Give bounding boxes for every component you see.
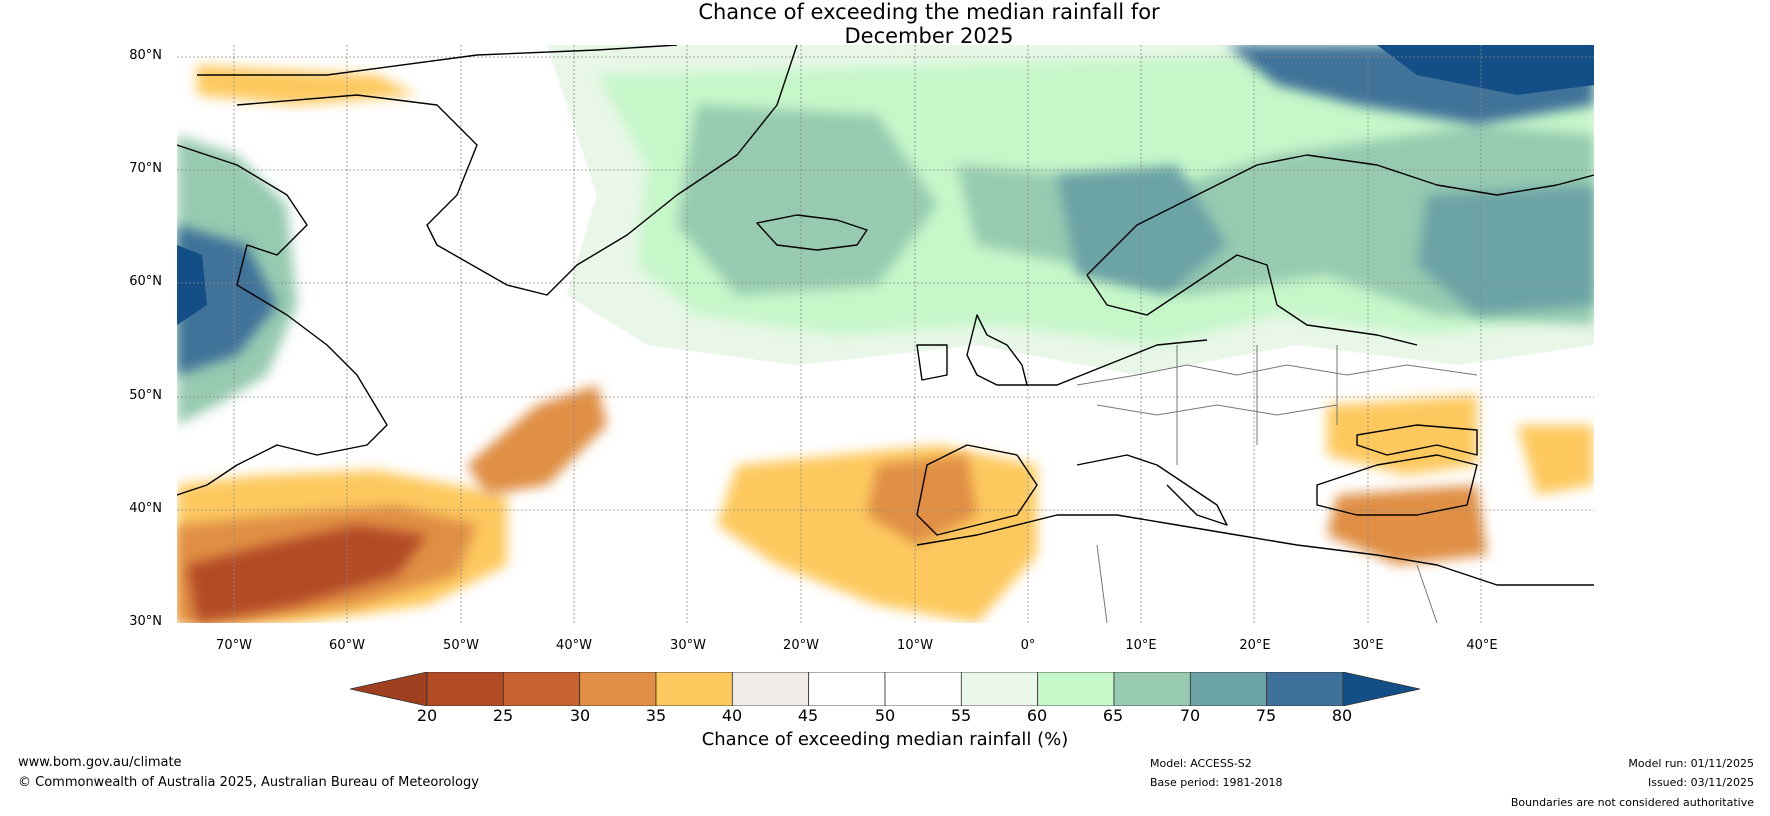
colorbar-tick-70: 70 — [1179, 706, 1201, 725]
colorbar-tick-60: 60 — [1026, 706, 1048, 725]
lon-label-30e: 30°E — [1352, 638, 1384, 653]
colorbar-tick-55: 55 — [950, 706, 972, 725]
central-europe-borders — [1076, 364, 1478, 386]
copyright-text: © Commonwealth of Australia 2025, Austra… — [18, 775, 479, 790]
colorbar-tick-45: 45 — [797, 706, 819, 725]
iberia-coast — [916, 444, 1038, 536]
colorbar-tick-50: 50 — [874, 706, 896, 725]
colorbar-segment-20 — [426, 672, 504, 706]
lon-label-40e: 40°E — [1466, 638, 1498, 653]
colorbar-tick-65: 65 — [1102, 706, 1124, 725]
wet-anomaly-regions — [177, 45, 1594, 533]
colorbar-tick-25: 25 — [492, 706, 514, 725]
lon-label-0: 0° — [1020, 638, 1036, 653]
north-africa-coast — [916, 514, 1594, 586]
labrador-wettest-core — [177, 245, 207, 325]
russia-wet-core — [1417, 185, 1594, 315]
greenland-coast — [236, 45, 798, 296]
italy-coast — [1076, 454, 1228, 526]
turkey-dry — [1327, 485, 1487, 565]
issued-date: Issued: 03/11/2025 — [1647, 776, 1754, 789]
lon-label-60w: 60°W — [329, 638, 365, 653]
arctic-wettest-core — [1377, 45, 1594, 95]
colorbar-segment-25 — [502, 672, 581, 706]
lon-label-20e: 20°E — [1239, 638, 1271, 653]
model-name: Model: ACCESS-S2 — [1150, 757, 1252, 770]
caspian-dry — [1517, 425, 1594, 495]
colorbar-segment-50 — [884, 672, 962, 706]
western-atlantic-driest — [187, 525, 427, 623]
graticule — [177, 45, 1594, 623]
lon-label-30w: 30°W — [670, 638, 706, 653]
title-line-2: December 2025 — [844, 24, 1014, 48]
colorbar-extend-high — [1342, 672, 1420, 706]
ireland-coast — [916, 344, 948, 381]
colorbar-segment-75 — [1266, 672, 1344, 706]
anatolia-coast — [1316, 454, 1478, 516]
coastlines — [177, 45, 1594, 586]
lon-label-40w: 40°W — [556, 638, 592, 653]
colorbar-segment-55 — [960, 672, 1039, 706]
website-link[interactable]: www.bom.gov.au/climate — [18, 755, 182, 770]
north-sea-coast — [1027, 339, 1208, 386]
colorbar-tick-20: 20 — [416, 706, 438, 725]
colorbar-segment-30 — [579, 672, 657, 706]
boundary-disclaimer: Boundaries are not considered authoritat… — [1510, 796, 1754, 809]
lat-label-30n: 30°N — [129, 614, 162, 629]
labrador-coast — [177, 144, 388, 496]
lon-label-70w: 70°W — [216, 638, 252, 653]
colorbar-tick-30: 30 — [569, 706, 591, 725]
country-boundaries — [1076, 345, 1478, 623]
boundary-africa-east — [1416, 564, 1438, 623]
lat-label-80n: 80°N — [129, 48, 162, 63]
map-canvas — [177, 45, 1594, 623]
colorbar-tick-80: 80 — [1331, 706, 1353, 725]
ellesmere-coast — [197, 45, 678, 76]
lat-label-40n: 40°N — [129, 501, 162, 516]
title-line-1: Chance of exceeding the median rainfall … — [698, 0, 1160, 24]
lon-label-10w: 10°W — [897, 638, 933, 653]
lat-label-60n: 60°N — [129, 274, 162, 289]
colorbar-tick-75: 75 — [1255, 706, 1277, 725]
iceland-coast — [756, 214, 868, 251]
colorbar-segment-40 — [731, 672, 810, 706]
rainfall-map — [177, 45, 1594, 623]
colorbar-segment-70 — [1189, 672, 1268, 706]
lon-label-50w: 50°W — [443, 638, 479, 653]
colorbar-label: Chance of exceeding median rainfall (%) — [701, 729, 1069, 750]
lat-label-50n: 50°N — [129, 388, 162, 403]
model-run-date: Model run: 01/11/2025 — [1628, 757, 1754, 770]
boundary-africa-west — [1096, 544, 1108, 623]
southern-europe-borders — [1096, 404, 1338, 416]
mid-atlantic-dry-streak — [467, 385, 607, 495]
map-title: Chance of exceeding the median rainfall … — [0, 0, 1770, 48]
black-sea-coast — [1356, 424, 1478, 456]
base-period: Base period: 1981-2018 — [1150, 776, 1283, 789]
colorbar-segment-45 — [808, 672, 886, 706]
colorbar — [350, 672, 1420, 706]
lon-label-10e: 10°E — [1125, 638, 1157, 653]
iberia-drier — [867, 455, 977, 545]
colorbar-segments — [350, 672, 1420, 706]
atlantic-wet-band — [677, 105, 937, 295]
lon-label-20w: 20°W — [783, 638, 819, 653]
baltic-coast — [1086, 254, 1418, 346]
colorbar-extend-low — [350, 672, 428, 706]
colorbar-segment-65 — [1113, 672, 1191, 706]
dry-anomaly-regions — [177, 65, 1594, 623]
lat-label-70n: 70°N — [129, 161, 162, 176]
colorbar-segment-35 — [655, 672, 733, 706]
colorbar-segment-60 — [1037, 672, 1115, 706]
colorbar-tick-35: 35 — [645, 706, 667, 725]
colorbar-tick-40: 40 — [721, 706, 743, 725]
scandinavia-north-coast — [1086, 154, 1594, 276]
